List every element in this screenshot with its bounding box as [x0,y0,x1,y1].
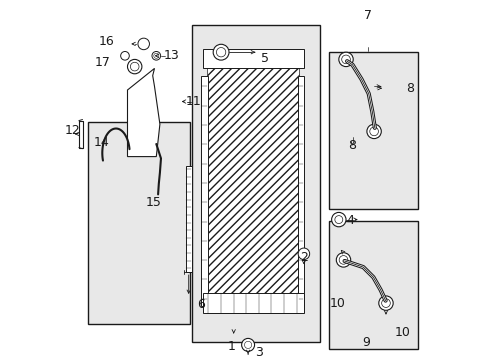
Text: 13: 13 [163,49,179,62]
Text: 10: 10 [394,327,410,339]
Text: 8: 8 [405,82,413,95]
Polygon shape [127,68,160,157]
Bar [328,52,418,209]
Bar [328,221,418,349]
Circle shape [298,248,309,260]
Text: 9: 9 [362,336,369,349]
Circle shape [213,44,228,60]
Text: 3: 3 [254,346,263,359]
Text: 12: 12 [65,124,81,137]
Text: 1: 1 [227,340,235,353]
Bar [203,293,303,313]
Text: 14: 14 [94,136,109,149]
Circle shape [138,38,149,50]
Text: 10: 10 [329,297,346,310]
Text: 15: 15 [145,196,162,209]
Bar [192,25,320,342]
Circle shape [338,52,352,67]
Text: 6: 6 [197,298,205,311]
Text: 16: 16 [99,35,115,48]
Text: 17: 17 [94,57,110,69]
Circle shape [336,253,350,267]
Bar [206,68,298,313]
Bar [185,166,191,272]
Circle shape [378,296,392,310]
Text: 11: 11 [185,95,201,108]
Circle shape [152,51,160,60]
Circle shape [331,212,346,227]
Text: 4: 4 [346,214,354,227]
Text: 2: 2 [299,251,307,264]
Bar [203,49,303,68]
Circle shape [121,51,129,60]
Circle shape [241,338,254,351]
Circle shape [127,59,142,74]
Bar [201,76,207,306]
Circle shape [366,124,381,139]
Bar [88,122,190,324]
Text: 5: 5 [261,52,269,65]
Text: 7: 7 [363,9,371,22]
Bar [297,76,304,306]
Text: 8: 8 [348,139,356,152]
